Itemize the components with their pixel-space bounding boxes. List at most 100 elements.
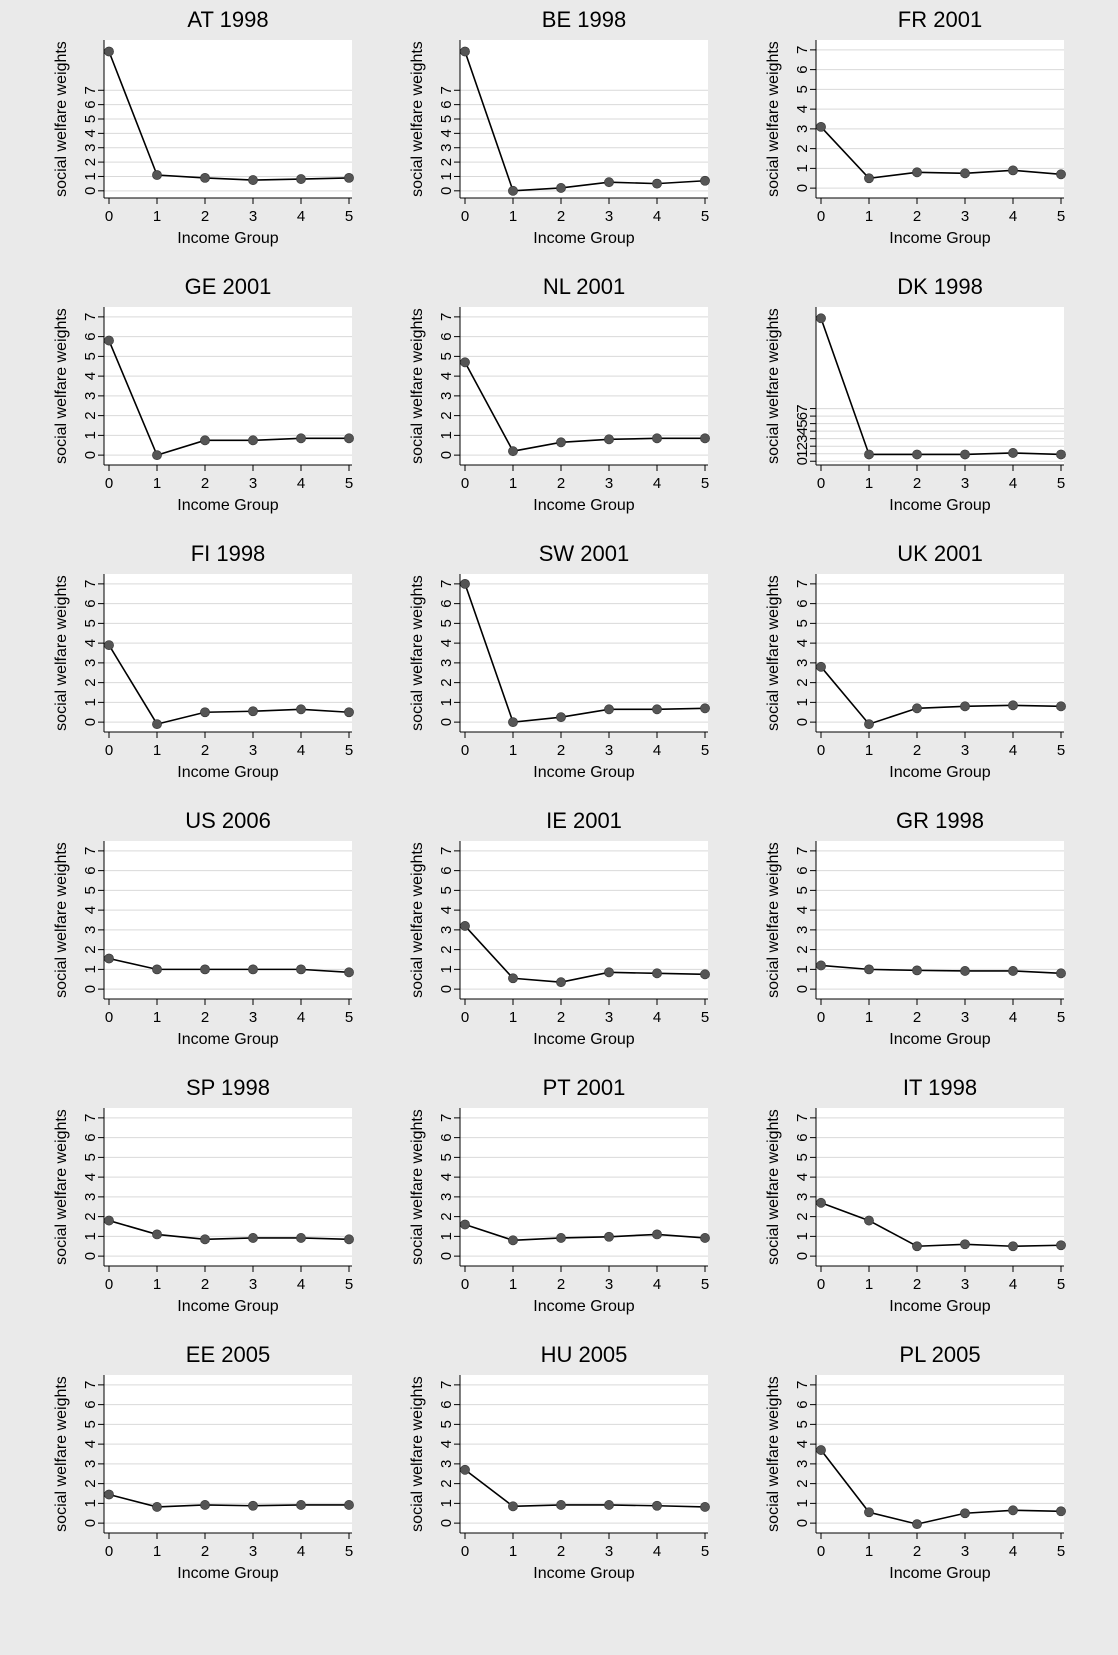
y-axis-label: social welfare weights (409, 1109, 426, 1265)
data-point (960, 966, 970, 976)
y-tick-label: 4 (82, 906, 99, 914)
y-tick-label: 2 (438, 678, 455, 686)
data-point (1056, 449, 1066, 460)
x-tick-label: 0 (817, 1276, 825, 1293)
chart-title: IT 1998 (903, 1075, 977, 1100)
data-point (248, 435, 258, 446)
x-tick-label: 2 (557, 1543, 565, 1560)
y-tick-label: 7 (794, 847, 811, 855)
y-axis-label: social welfare weights (53, 41, 70, 197)
data-point (460, 578, 470, 589)
data-point (104, 46, 114, 57)
data-point (1056, 1240, 1066, 1251)
series-line (820, 964, 1062, 975)
chart-panel: 0 1 2 3 4 5 6 7 0 1 2 3 4 5 GR 1998 Income Group social … (765, 808, 1066, 1048)
y-tick-label: 2 (794, 678, 811, 686)
data-point (556, 437, 566, 448)
y-tick-label: 6 (794, 1400, 811, 1408)
y-tick-label: 7 (794, 404, 811, 412)
x-tick-label: 2 (201, 1009, 209, 1026)
x-tick-label: 3 (249, 475, 257, 492)
y-tick-label: 4 (82, 639, 99, 647)
x-tick-label: 5 (1057, 1276, 1065, 1293)
data-point (344, 967, 354, 978)
data-point (248, 175, 258, 185)
y-tick-label: 5 (82, 1420, 99, 1428)
data-point (960, 701, 970, 712)
y-tick-label: 0 (438, 1519, 455, 1527)
data-point (1056, 1506, 1066, 1517)
plot-area (104, 841, 352, 999)
data-point (104, 953, 114, 964)
y-tick-label: 1 (438, 698, 455, 706)
y-tick-label: 2 (82, 158, 99, 166)
y-tick-label: 0 (82, 1252, 99, 1260)
y-tick-label: 7 (794, 580, 811, 588)
data-point (816, 1445, 826, 1455)
y-tick-label: 5 (438, 886, 455, 894)
y-tick-label: 0 (82, 451, 99, 459)
y-tick-label: 0 (794, 985, 811, 993)
x-tick-label: 2 (557, 1276, 565, 1293)
series-line (464, 361, 705, 453)
data-point (960, 449, 970, 460)
data-point (604, 177, 614, 188)
x-axis-label: Income Group (177, 497, 278, 514)
x-axis-label: Income Group (889, 230, 990, 247)
y-tick-label: 3 (82, 1193, 99, 1201)
x-tick-label: 1 (153, 1276, 161, 1293)
data-point (864, 1507, 874, 1518)
chart-title: FR 2001 (898, 7, 982, 32)
data-point (248, 1500, 258, 1511)
y-tick-label: 4 (438, 639, 455, 647)
y-tick-label: 7 (438, 86, 455, 94)
data-point (960, 1239, 970, 1250)
data-point (296, 964, 306, 975)
y-tick-label: 1 (438, 1232, 455, 1240)
x-tick-label: 5 (345, 742, 353, 759)
y-tick-label: 3 (438, 926, 455, 934)
x-tick-label: 5 (345, 1543, 353, 1560)
chart-title: HU 2005 (541, 1342, 628, 1367)
data-point (200, 707, 210, 718)
data-point (508, 1235, 518, 1246)
y-tick-label: 5 (438, 1153, 455, 1161)
y-tick-label: 5 (794, 619, 811, 627)
y-tick-label: 2 (794, 1212, 811, 1220)
y-tick-label: 1 (438, 172, 455, 180)
y-tick-label: 3 (82, 659, 99, 667)
chart-panel: 0 1 2 3 4 5 6 7 0 1 2 3 4 5 IE 2001 Income Group social … (409, 808, 710, 1048)
x-tick-label: 3 (605, 1543, 613, 1560)
data-point (152, 964, 162, 975)
x-tick-label: 0 (817, 208, 825, 225)
data-point (864, 964, 874, 975)
chart-panel: 0 1 2 3 4 5 6 7 0 1 2 3 4 5 SP 1998 Income Group social … (53, 1075, 354, 1315)
x-tick-label: 5 (1057, 1009, 1065, 1026)
data-point (816, 1197, 826, 1208)
y-tick-label: 2 (82, 678, 99, 686)
x-axis-label: Income Group (177, 1298, 278, 1315)
series-line (108, 51, 350, 181)
x-tick-label: 1 (509, 475, 517, 492)
chart-title: SP 1998 (186, 1075, 270, 1100)
x-axis-label: Income Group (889, 764, 990, 781)
y-tick-label: 6 (82, 332, 99, 340)
data-point (200, 172, 210, 183)
x-tick-label: 0 (105, 1543, 113, 1560)
y-axis-label: social welfare weights (765, 1376, 782, 1532)
y-tick-label: 7 (794, 1381, 811, 1389)
data-point (296, 174, 306, 184)
x-tick-label: 0 (461, 208, 469, 225)
x-tick-label: 1 (509, 1543, 517, 1560)
y-tick-label: 0 (82, 187, 99, 195)
data-point (508, 973, 518, 984)
y-tick-label: 2 (794, 1479, 811, 1487)
y-tick-label: 7 (438, 580, 455, 588)
x-tick-label: 5 (701, 1009, 709, 1026)
y-tick-label: 7 (438, 847, 455, 855)
plot-area (460, 1375, 708, 1533)
y-tick-label: 2 (438, 158, 455, 166)
plot-area (816, 841, 1064, 999)
y-tick-label: 2 (82, 945, 99, 953)
y-tick-label: 5 (438, 1420, 455, 1428)
